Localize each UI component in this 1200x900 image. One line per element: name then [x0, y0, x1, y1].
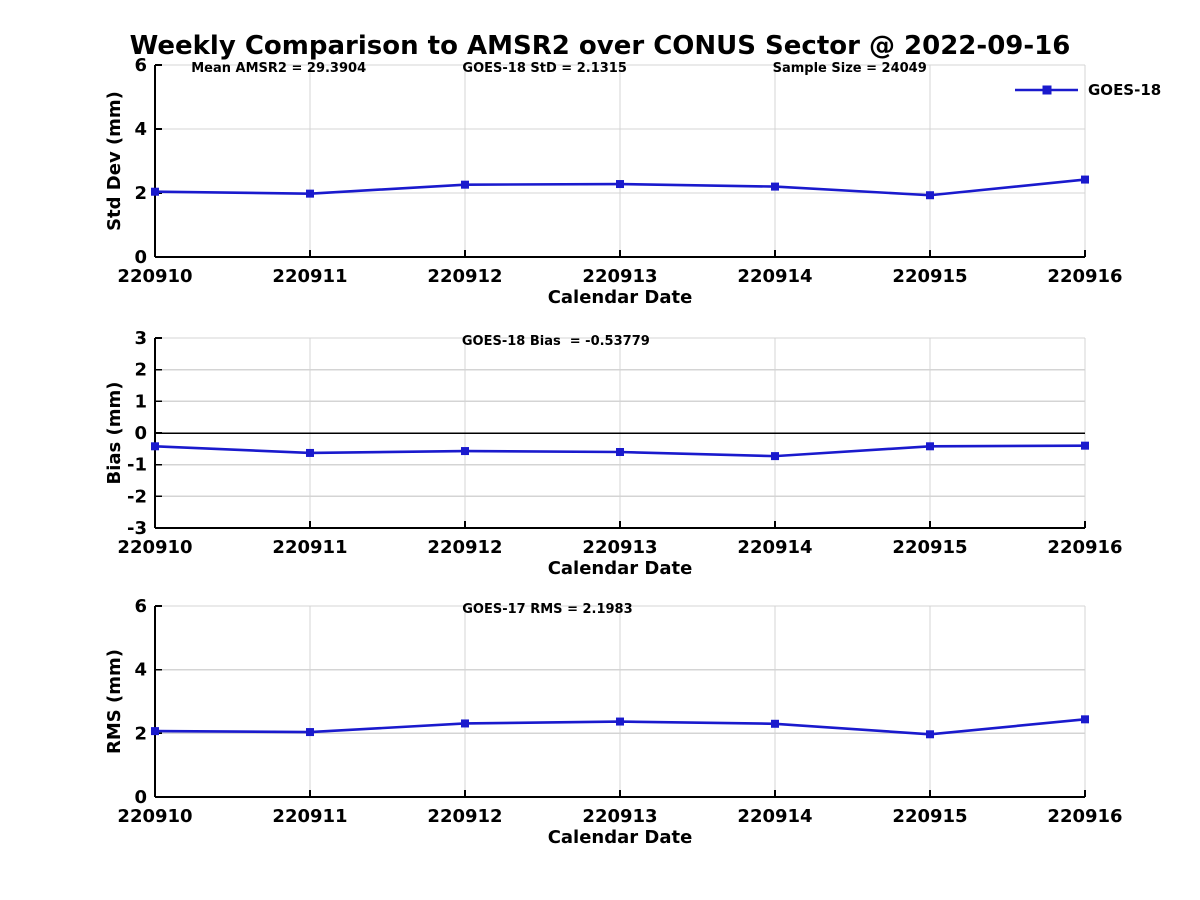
x-axis-label: Calendar Date: [548, 558, 693, 579]
tick-labels: 220910 220911 220912 220913 220914 220915 2209…: [117, 55, 1122, 287]
x-tick-label: 220910: [117, 266, 192, 287]
legend: GOES-18: [1015, 81, 1161, 99]
x-axis-label: Calendar Date: [548, 827, 693, 848]
x-tick-label: 220910: [117, 537, 192, 558]
x-tick-label: 220915: [892, 266, 967, 287]
y-axis-label: RMS (mm): [104, 649, 125, 754]
annotation: GOES-17 RMS = 2.1983: [462, 602, 632, 617]
x-tick-label: 220916: [1047, 537, 1122, 558]
x-tick-label: 220915: [892, 806, 967, 827]
y-tick-label: 3: [134, 328, 147, 349]
x-tick-label: 220914: [737, 806, 812, 827]
x-tick-label: 220912: [427, 266, 502, 287]
x-tick-label: 220916: [1047, 266, 1122, 287]
y-tick-label: 6: [134, 596, 147, 617]
y-tick-label: 2: [134, 360, 147, 381]
tick-labels: 220910 220911 220912 220913 220914 220915 2209…: [117, 596, 1122, 827]
y-axis-label: Std Dev (mm): [104, 91, 125, 231]
x-tick-label: 220911: [272, 266, 347, 287]
stddev-chart: 220910 220911 220912 220913 220914 220915 2209…: [104, 55, 1161, 308]
y-tick-label: 4: [134, 119, 147, 140]
gridlines: [154, 64, 1086, 258]
legend-marker: [1042, 85, 1052, 95]
y-tick-label: 2: [134, 183, 147, 204]
bias-chart: 220910 220911 220912 220913 220914 220915 2209…: [104, 328, 1123, 579]
y-tick-label: 4: [134, 660, 147, 681]
annotation: GOES-18 Bias = -0.53779: [462, 334, 650, 349]
x-tick-label: 220913: [582, 537, 657, 558]
x-tick-label: 220911: [272, 537, 347, 558]
y-axis-label: Bias (mm): [104, 382, 125, 485]
y-tick-label: 2: [134, 723, 147, 744]
series-markers: [151, 715, 1089, 739]
x-tick-label: 220914: [737, 537, 812, 558]
annotation: Mean AMSR2 = 29.3904: [191, 61, 366, 76]
annotation: Sample Size = 24049: [773, 61, 927, 76]
x-tick-label: 220916: [1047, 806, 1122, 827]
y-tick-label: 0: [134, 423, 147, 444]
y-tick-label: -1: [127, 455, 147, 476]
y-tick-label: 1: [134, 391, 147, 412]
x-tick-label: 220911: [272, 806, 347, 827]
x-tick-label: 220913: [582, 266, 657, 287]
x-tick-label: 220912: [427, 537, 502, 558]
series-markers: [151, 441, 1089, 461]
annotation: GOES-18 StD = 2.1315: [462, 61, 626, 76]
x-tick-label: 220913: [582, 806, 657, 827]
legend-label: GOES-18: [1088, 81, 1161, 99]
tick-marks: [154, 337, 1086, 529]
x-tick-label: 220915: [892, 537, 967, 558]
x-tick-label: 220912: [427, 806, 502, 827]
y-tick-label: 0: [134, 787, 147, 808]
gridlines: [154, 605, 1086, 798]
tick-marks: [154, 605, 1086, 798]
y-tick-label: 0: [134, 247, 147, 268]
x-axis-label: Calendar Date: [548, 287, 693, 308]
y-tick-label: -3: [127, 518, 147, 539]
y-tick-label: -2: [127, 486, 147, 507]
y-tick-label: 6: [134, 55, 147, 76]
figure-title: Weekly Comparison to AMSR2 over CONUS Se…: [129, 31, 1071, 61]
x-tick-label: 220914: [737, 266, 812, 287]
rms-chart: 220910 220911 220912 220913 220914 220915 2209…: [104, 596, 1123, 848]
tick-labels: 220910 220911 220912 220913 220914 220915 2209…: [117, 328, 1122, 558]
x-tick-label: 220910: [117, 806, 192, 827]
series-markers: [151, 175, 1089, 200]
